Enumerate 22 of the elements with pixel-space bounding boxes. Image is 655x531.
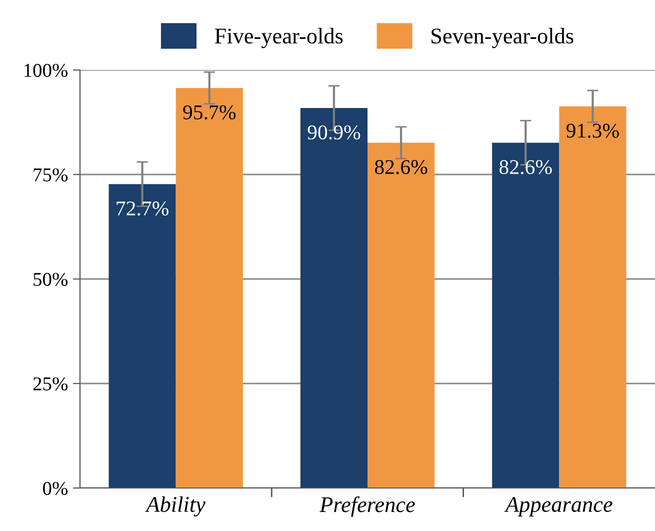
bar bbox=[176, 88, 243, 488]
y-tick-label: 25% bbox=[33, 377, 68, 390]
legend-label: Five-year-olds bbox=[214, 28, 343, 48]
y-tick-label: 0% bbox=[43, 482, 68, 495]
bar bbox=[492, 142, 560, 488]
data-label: 91.3% bbox=[566, 124, 619, 138]
x-tick-label: Ability bbox=[144, 496, 206, 517]
data-label: 95.7% bbox=[183, 105, 236, 120]
bar bbox=[300, 108, 368, 488]
legend-label: Seven-year-olds bbox=[432, 28, 574, 48]
data-label: 82.6% bbox=[500, 160, 552, 174]
y-tick-label: 75% bbox=[34, 168, 68, 182]
y-tick-label: 50% bbox=[34, 272, 68, 286]
data-label: 90.9% bbox=[308, 125, 360, 140]
bar bbox=[559, 106, 626, 488]
data-label: 82.6% bbox=[374, 160, 428, 174]
x-tick-label: Preference bbox=[319, 496, 415, 517]
data-label: 72.7% bbox=[116, 201, 168, 216]
x-tick-label: Appearance bbox=[504, 497, 612, 516]
bar bbox=[368, 142, 435, 488]
y-tick-label: 100% bbox=[24, 64, 68, 77]
bar bbox=[108, 184, 176, 488]
